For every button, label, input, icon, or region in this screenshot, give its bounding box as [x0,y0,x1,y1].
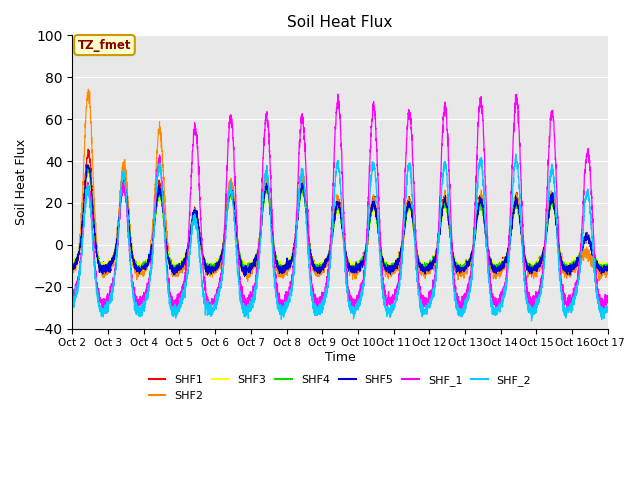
SHF2 [218,252,226,258]
SHF5 [553,226,561,231]
Line: SHF2: SHF2 [72,89,607,282]
SHF4 [68,264,76,270]
SHF_2 [401,203,409,209]
Line: SHF3: SHF3 [72,169,607,271]
SHF2 [392,264,400,269]
SHF_2 [604,304,611,310]
Legend: SHF1, SHF2, SHF3, SHF4, SHF5, SHF_1, SHF_2: SHF1, SHF2, SHF3, SHF4, SHF5, SHF_1, SHF… [144,371,536,405]
SHF5 [84,162,92,168]
SHF_1 [553,197,561,203]
SHF5 [604,267,611,273]
SHF4 [84,165,92,171]
SHF_1 [183,255,191,261]
SHF5 [183,252,191,258]
SHF_2 [392,298,400,304]
SHF5 [604,263,611,269]
Line: SHF4: SHF4 [72,168,607,272]
SHF1 [68,264,76,270]
SHF_1 [68,294,76,300]
SHF_2 [512,151,520,157]
SHF2 [68,269,76,275]
SHF_1 [604,300,611,306]
SHF_2 [528,318,536,324]
SHF2 [604,262,611,267]
SHF1 [604,264,611,270]
SHF3 [392,257,400,263]
SHF1 [218,248,226,254]
SHF2 [244,279,252,285]
Line: SHF5: SHF5 [72,165,607,276]
SHF3 [218,248,226,254]
SHF_1 [218,261,226,267]
SHF3 [599,268,607,274]
SHF1 [392,258,400,264]
X-axis label: Time: Time [324,351,355,364]
SHF4 [604,263,611,268]
SHF_1 [402,160,410,166]
SHF4 [553,230,561,236]
SHF_1 [100,311,108,316]
Line: SHF1: SHF1 [72,149,607,275]
Line: SHF_2: SHF_2 [72,154,607,321]
SHF5 [68,265,76,271]
SHF3 [84,167,92,172]
SHF2 [402,218,410,224]
Y-axis label: Soil Heat Flux: Soil Heat Flux [15,139,28,225]
SHF5 [241,274,248,279]
Line: SHF_1: SHF_1 [72,94,607,313]
SHF1 [402,213,410,218]
SHF3 [68,261,76,266]
SHF3 [553,229,561,235]
SHF1 [383,272,391,278]
SHF2 [183,254,191,260]
SHF2 [604,272,611,277]
SHF3 [402,224,410,230]
SHF4 [402,219,410,225]
SHF3 [183,250,191,255]
Title: Soil Heat Flux: Soil Heat Flux [287,15,393,30]
SHF4 [243,269,250,275]
SHF1 [553,222,561,228]
SHF_1 [334,91,342,97]
SHF5 [218,251,226,257]
SHF4 [604,263,611,268]
SHF_2 [68,302,76,308]
SHF_2 [604,308,611,313]
SHF1 [183,248,191,254]
SHF2 [84,86,92,92]
SHF3 [604,261,611,267]
SHF2 [553,224,561,230]
SHF_2 [183,273,191,279]
SHF_1 [392,288,400,293]
SHF5 [402,216,410,221]
SHF4 [218,252,226,258]
SHF4 [392,260,400,265]
SHF4 [183,250,191,255]
SHF_2 [553,227,561,232]
SHF1 [84,146,92,152]
SHF_2 [218,276,226,282]
SHF5 [392,259,400,265]
Text: TZ_fmet: TZ_fmet [77,38,131,51]
SHF1 [604,265,611,271]
SHF3 [604,259,611,265]
SHF_1 [604,293,611,299]
